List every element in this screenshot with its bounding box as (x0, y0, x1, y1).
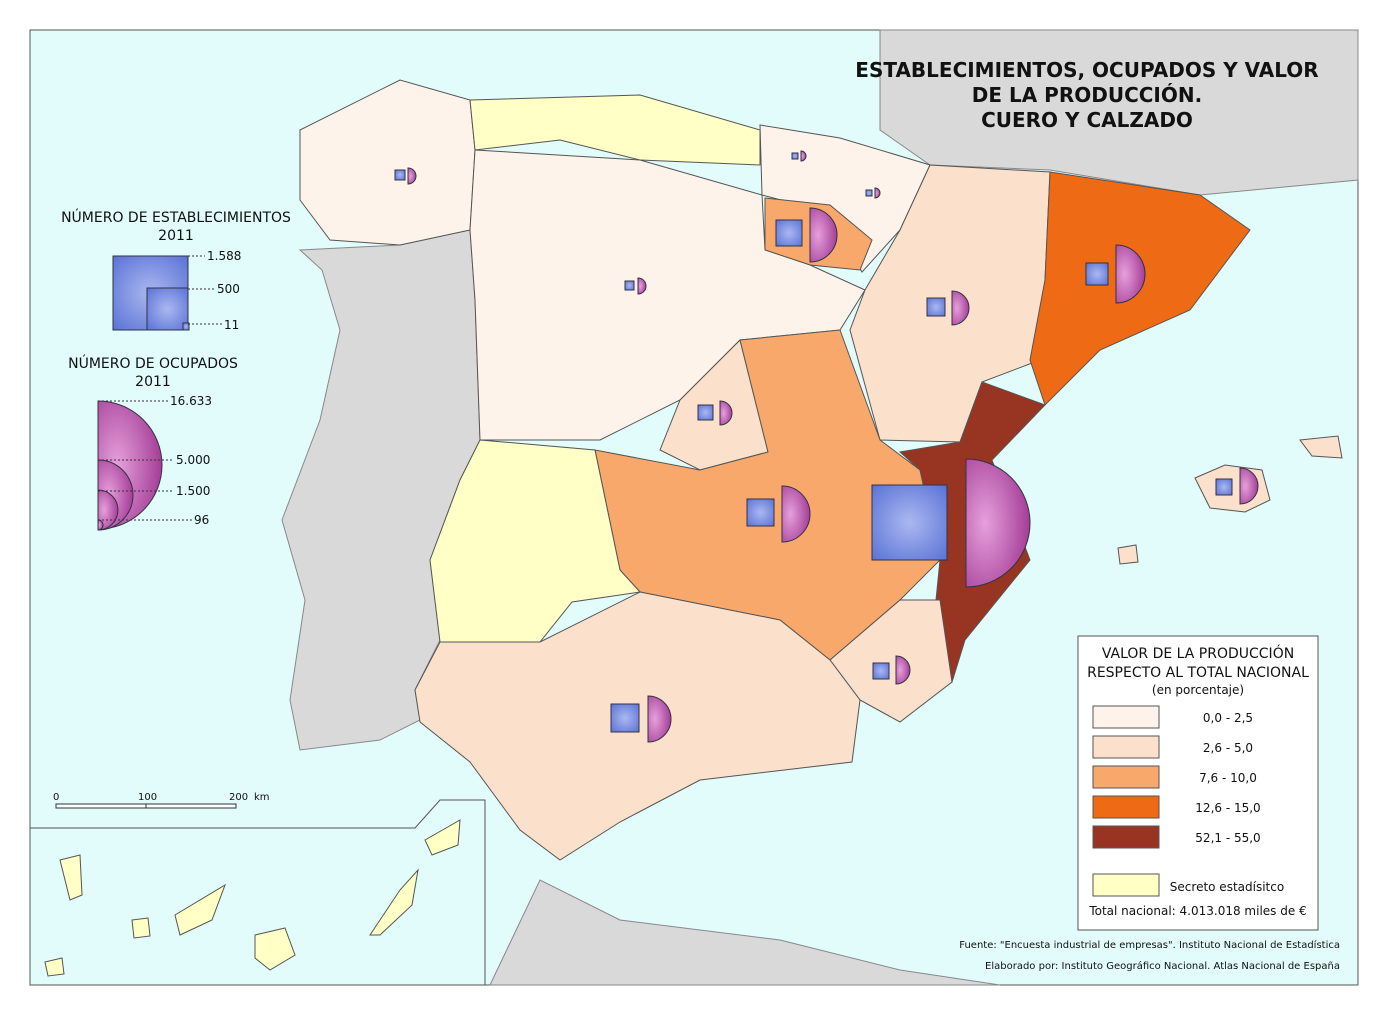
legend-title: NÚMERO DE ESTABLECIMIENTOS (61, 208, 291, 226)
legend-title: 2011 (158, 228, 194, 244)
legend-label: 500 (217, 282, 240, 296)
scale-label: 0 (53, 792, 59, 803)
legend-title: VALOR DE LA PRODUCCIÓN (1102, 644, 1294, 662)
title: DE LA PRODUCCIÓN. (972, 83, 1202, 107)
canary-islands (44, 819, 461, 977)
foreign-land (281, 29, 1359, 986)
legend-swatch (1092, 825, 1160, 849)
legend-label: 1.500 (176, 484, 210, 498)
regions (299, 79, 1343, 861)
legend-swatch (1092, 765, 1160, 789)
legend-squares (112, 255, 222, 331)
legend-title: (en porcentaje) (1152, 683, 1244, 697)
title: ESTABLECIMIENTOS, OCUPADOS Y VALOR (855, 58, 1318, 82)
legend-title: NÚMERO DE OCUPADOS (68, 354, 238, 372)
legend-label: Secreto estadísitco (1170, 880, 1284, 894)
legend-title: 2011 (135, 374, 171, 390)
scale-label: 200 (229, 792, 248, 803)
legend-circles (97, 400, 192, 531)
legend-label: 11 (224, 318, 239, 332)
legend-label: 1.588 (207, 249, 241, 263)
legend-label: 0,0 - 2,5 (1203, 711, 1253, 725)
source: Fuente: "Encuesta industrial de empresas… (959, 939, 1340, 951)
inset-frame (30, 799, 486, 985)
legend-total: Total nacional: 4.013.018 miles de € (1088, 904, 1306, 918)
legend-classes: 0,0 - 2,5 2,6 - 5,0 7,6 - 10,0 12,6 - 15,0 5… (1092, 705, 1261, 897)
legend-swatch (1092, 735, 1160, 759)
legend-label: 16.633 (170, 394, 212, 408)
title: CUERO Y CALZADO (981, 108, 1193, 132)
legend-label: 52,1 - 55,0 (1195, 831, 1260, 845)
legend-swatch (1092, 795, 1160, 819)
legend-label: 2,6 - 5,0 (1203, 741, 1253, 755)
legend-label: 96 (194, 513, 209, 527)
legend-label: 7,6 - 10,0 (1199, 771, 1257, 785)
symbols (394, 150, 1259, 743)
legend-swatch (1092, 705, 1160, 729)
legend-label: 12,6 - 15,0 (1195, 801, 1260, 815)
scale-unit: km (254, 792, 270, 803)
legend-swatch (1092, 873, 1160, 897)
scale-label: 100 (138, 792, 157, 803)
credit: Elaborado por: Instituto Geográfico Naci… (985, 960, 1340, 972)
legend-label: 5.000 (176, 453, 210, 467)
legend-title: RESPECTO AL TOTAL NACIONAL (1087, 665, 1309, 681)
scale-bar (55, 803, 237, 809)
